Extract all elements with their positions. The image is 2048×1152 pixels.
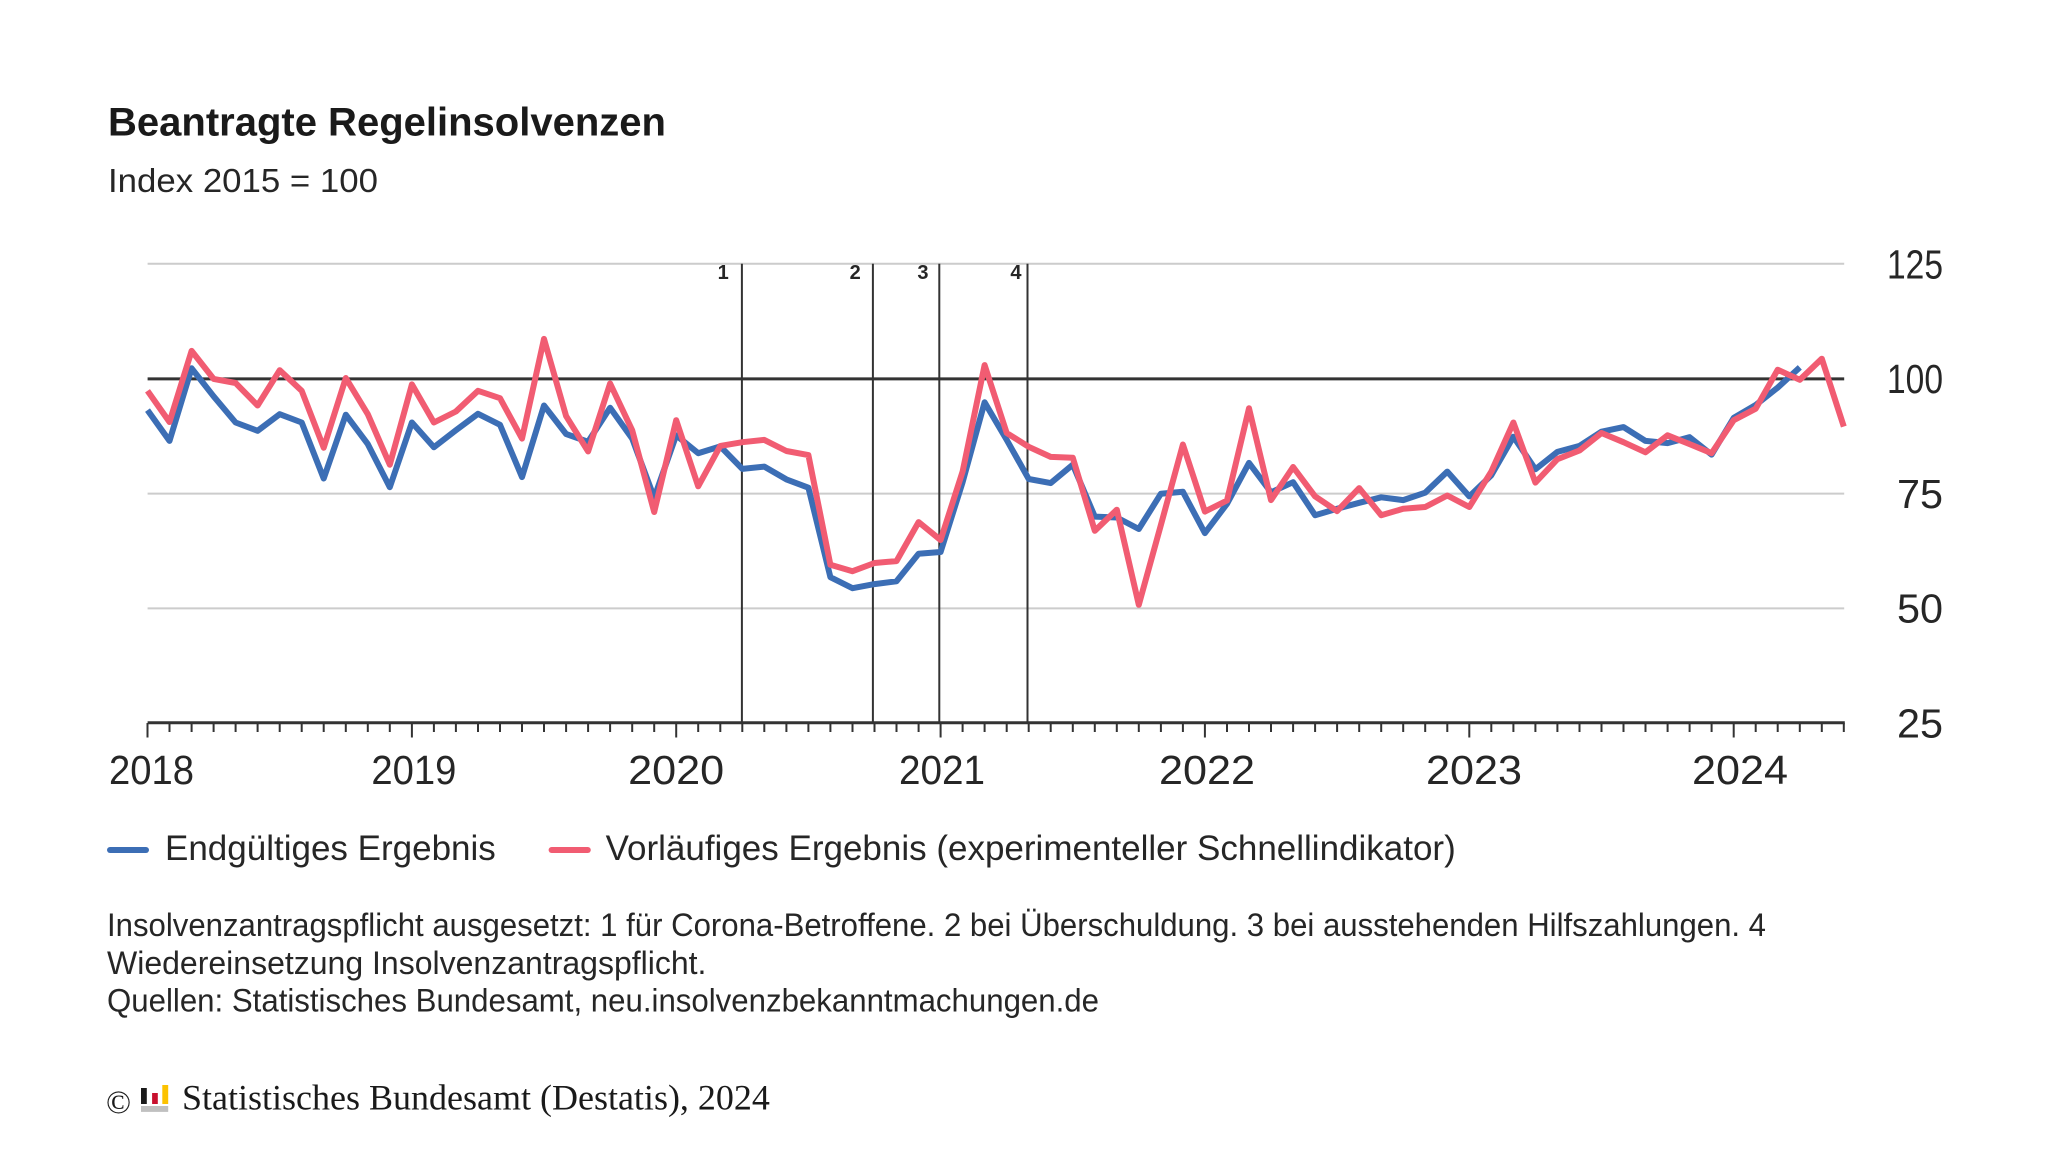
svg-text:Insolvenzantragspflicht ausges: Insolvenzantragspflicht ausgesetzt: 1 fü…: [107, 907, 1766, 943]
svg-text:Wiedereinsetzung Insolvenzantr: Wiedereinsetzung Insolvenzantragspflicht…: [107, 945, 706, 981]
svg-text:2022: 2022: [1159, 747, 1255, 793]
svg-text:2024: 2024: [1692, 747, 1788, 793]
svg-text:©: ©: [106, 1085, 131, 1121]
svg-text:3: 3: [917, 262, 928, 284]
svg-text:125: 125: [1887, 241, 1943, 287]
svg-text:50: 50: [1897, 586, 1943, 632]
svg-text:2020: 2020: [628, 747, 724, 793]
svg-text:25: 25: [1897, 701, 1943, 747]
svg-text:2019: 2019: [371, 747, 456, 793]
svg-text:2018: 2018: [109, 747, 194, 793]
svg-text:Beantragte Regelinsolvenzen: Beantragte Regelinsolvenzen: [108, 101, 666, 145]
svg-text:1: 1: [718, 262, 729, 284]
svg-text:100: 100: [1887, 356, 1943, 402]
svg-text:Quellen: Statistisches Bundesa: Quellen: Statistisches Bundesamt, neu.in…: [107, 983, 1099, 1019]
svg-text:Index 2015 = 100: Index 2015 = 100: [108, 162, 378, 199]
svg-text:75: 75: [1897, 471, 1943, 517]
svg-text:Vorläufiges Ergebnis (experime: Vorläufiges Ergebnis (experimenteller Sc…: [606, 829, 1456, 868]
svg-text:2023: 2023: [1426, 747, 1522, 793]
svg-text:2021: 2021: [899, 747, 985, 793]
svg-text:4: 4: [1010, 262, 1022, 284]
svg-text:Endgültiges Ergebnis: Endgültiges Ergebnis: [165, 829, 496, 868]
svg-text:Statistisches Bundesamt (Desta: Statistisches Bundesamt (Destatis), 2024: [182, 1078, 770, 1118]
svg-text:2: 2: [850, 262, 861, 284]
